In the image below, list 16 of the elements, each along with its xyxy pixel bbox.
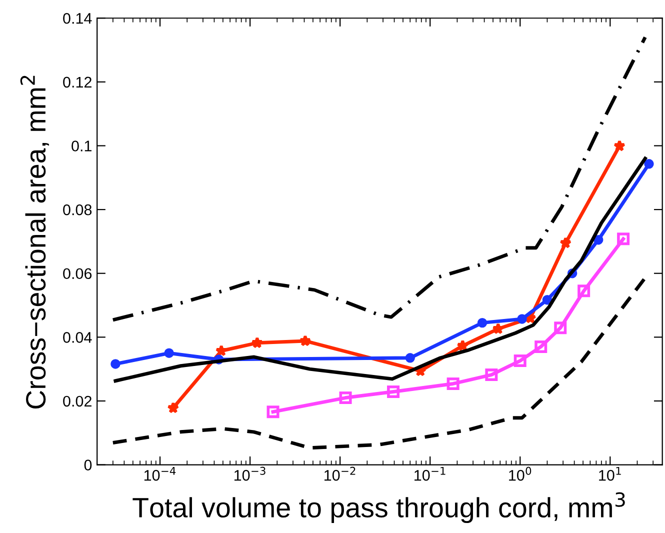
x-axis-title: Total volume to pass through cord, mm$^{3}$: [132, 492, 625, 524]
y-axis-title: Cross−sectional area, mm$^{2}$: [20, 76, 49, 409]
x-tick-label: 10$^{−2}$: [324, 466, 356, 481]
y-tick-label: 0.1: [72, 140, 92, 152]
y-tick-label: 0.04: [63, 332, 92, 343]
x-tick-label: 10$^{−4}$: [144, 466, 176, 481]
y-tick-label: 0: [84, 460, 92, 470]
y-tick-label: 0.14: [63, 12, 92, 24]
y-tick-label: 0.02: [63, 396, 92, 407]
y-tick-label: 0.12: [63, 76, 92, 88]
x-tick-label: 10$^{−1}$: [414, 466, 446, 481]
x-tick-label: 10$^{0}$: [509, 466, 532, 481]
x-tick-label: 10$^{−3}$: [234, 466, 266, 481]
y-tick-label: 0.06: [63, 268, 92, 280]
x-tick-label: 10$^{1}$: [599, 466, 621, 481]
y-tick-label: 0.08: [63, 204, 92, 216]
